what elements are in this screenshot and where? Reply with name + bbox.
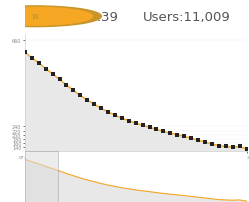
Circle shape xyxy=(0,7,101,27)
Text: $730.39: $730.39 xyxy=(64,11,119,24)
Text: B: B xyxy=(32,13,38,21)
Bar xyxy=(25,152,58,202)
Text: Users:11,009: Users:11,009 xyxy=(143,11,231,24)
Circle shape xyxy=(0,8,92,26)
